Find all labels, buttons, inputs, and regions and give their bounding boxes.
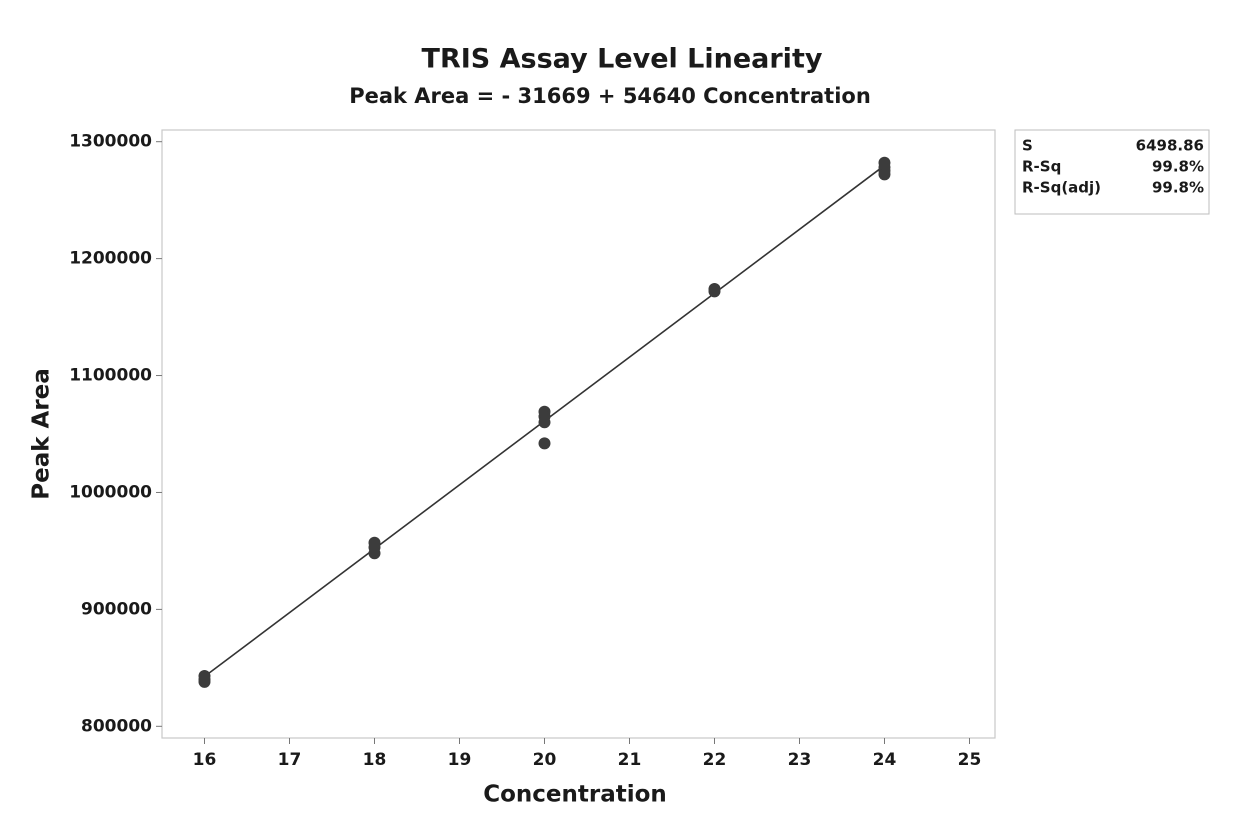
stat-label: R-Sq(adj) bbox=[1022, 179, 1101, 197]
x-tick-label: 21 bbox=[618, 750, 642, 770]
plot-frame bbox=[161, 129, 996, 739]
x-tick-label: 20 bbox=[533, 750, 557, 770]
data-point bbox=[538, 416, 551, 429]
stat-value: 99.8% bbox=[1152, 158, 1204, 176]
y-tick-label: 1100000 bbox=[69, 366, 152, 386]
x-tick-label: 18 bbox=[363, 750, 387, 770]
x-tick-label: 17 bbox=[278, 750, 302, 770]
chart-subtitle: Peak Area = - 31669 + 54640 Concentratio… bbox=[349, 84, 871, 108]
y-tick-label: 1200000 bbox=[69, 249, 152, 269]
data-point bbox=[878, 168, 891, 181]
stats-box bbox=[1014, 129, 1210, 215]
y-tick-label: 1000000 bbox=[69, 482, 152, 502]
x-tick-label: 22 bbox=[703, 750, 727, 770]
data-point bbox=[538, 437, 551, 450]
y-tick-label: 1300000 bbox=[69, 132, 152, 152]
y-axis-label: Peak Area bbox=[29, 368, 55, 500]
data-point bbox=[708, 285, 721, 298]
x-axis-label: Concentration bbox=[483, 782, 667, 808]
stat-value: 6498.86 bbox=[1136, 137, 1204, 155]
x-tick-label: 23 bbox=[788, 750, 812, 770]
x-tick-label: 16 bbox=[193, 750, 217, 770]
chart-title: TRIS Assay Level Linearity bbox=[422, 44, 823, 75]
x-tick-label: 25 bbox=[958, 750, 982, 770]
stat-value: 99.8% bbox=[1152, 179, 1204, 197]
stats-table: S 6498.86 R-Sq 99.8% R-Sq(adj) 99.8% bbox=[1022, 137, 1204, 197]
stat-label: S bbox=[1022, 137, 1033, 155]
x-tick-label: 19 bbox=[448, 750, 472, 770]
y-tick-label: 800000 bbox=[81, 716, 152, 736]
x-tick-label: 24 bbox=[873, 750, 897, 770]
stat-label: R-Sq bbox=[1022, 158, 1061, 176]
y-tick-label: 900000 bbox=[81, 599, 152, 619]
data-point bbox=[368, 547, 381, 560]
data-point bbox=[198, 670, 211, 683]
